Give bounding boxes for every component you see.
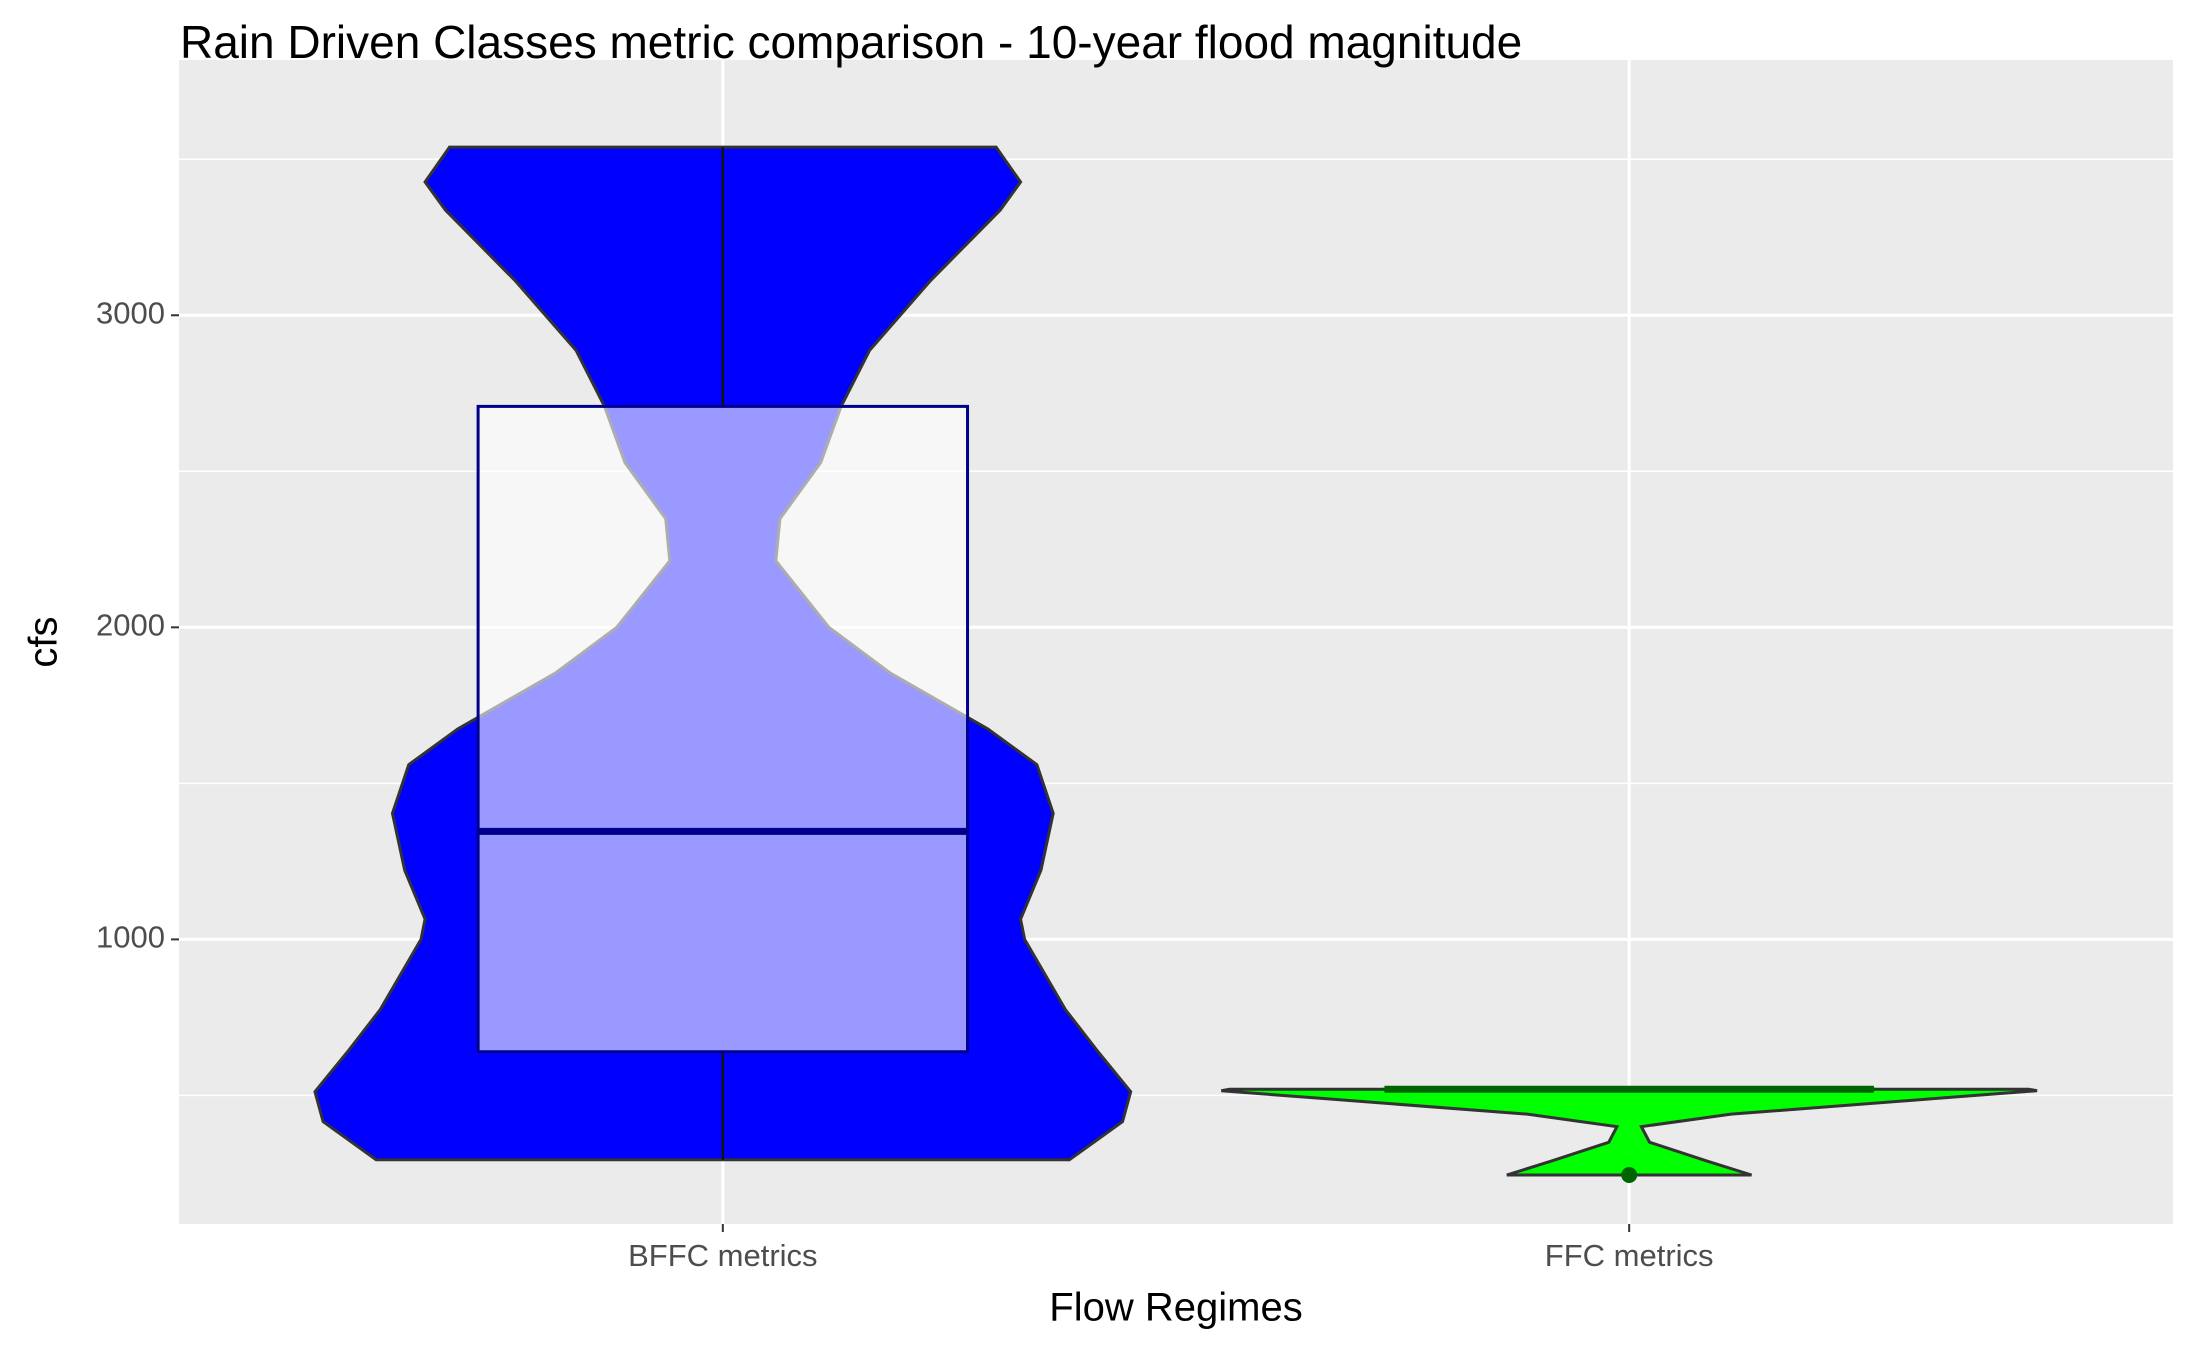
violin: [1221, 1087, 2038, 1177]
chart-title: Rain Driven Classes metric comparison - …: [180, 16, 1522, 68]
outlier: [1621, 1167, 1638, 1184]
box: [476, 404, 970, 1054]
x-tick-label: FFC metrics: [1545, 1238, 1714, 1273]
y-tick-label: 3000: [96, 295, 165, 330]
y-axis-title: cfs: [22, 616, 66, 667]
x-axis-title: Flow Regimes: [1049, 1286, 1302, 1330]
y-tick-label: 2000: [96, 608, 165, 643]
y-tick-label: 1000: [96, 920, 165, 955]
x-tick-label: BFFC metrics: [628, 1238, 817, 1273]
